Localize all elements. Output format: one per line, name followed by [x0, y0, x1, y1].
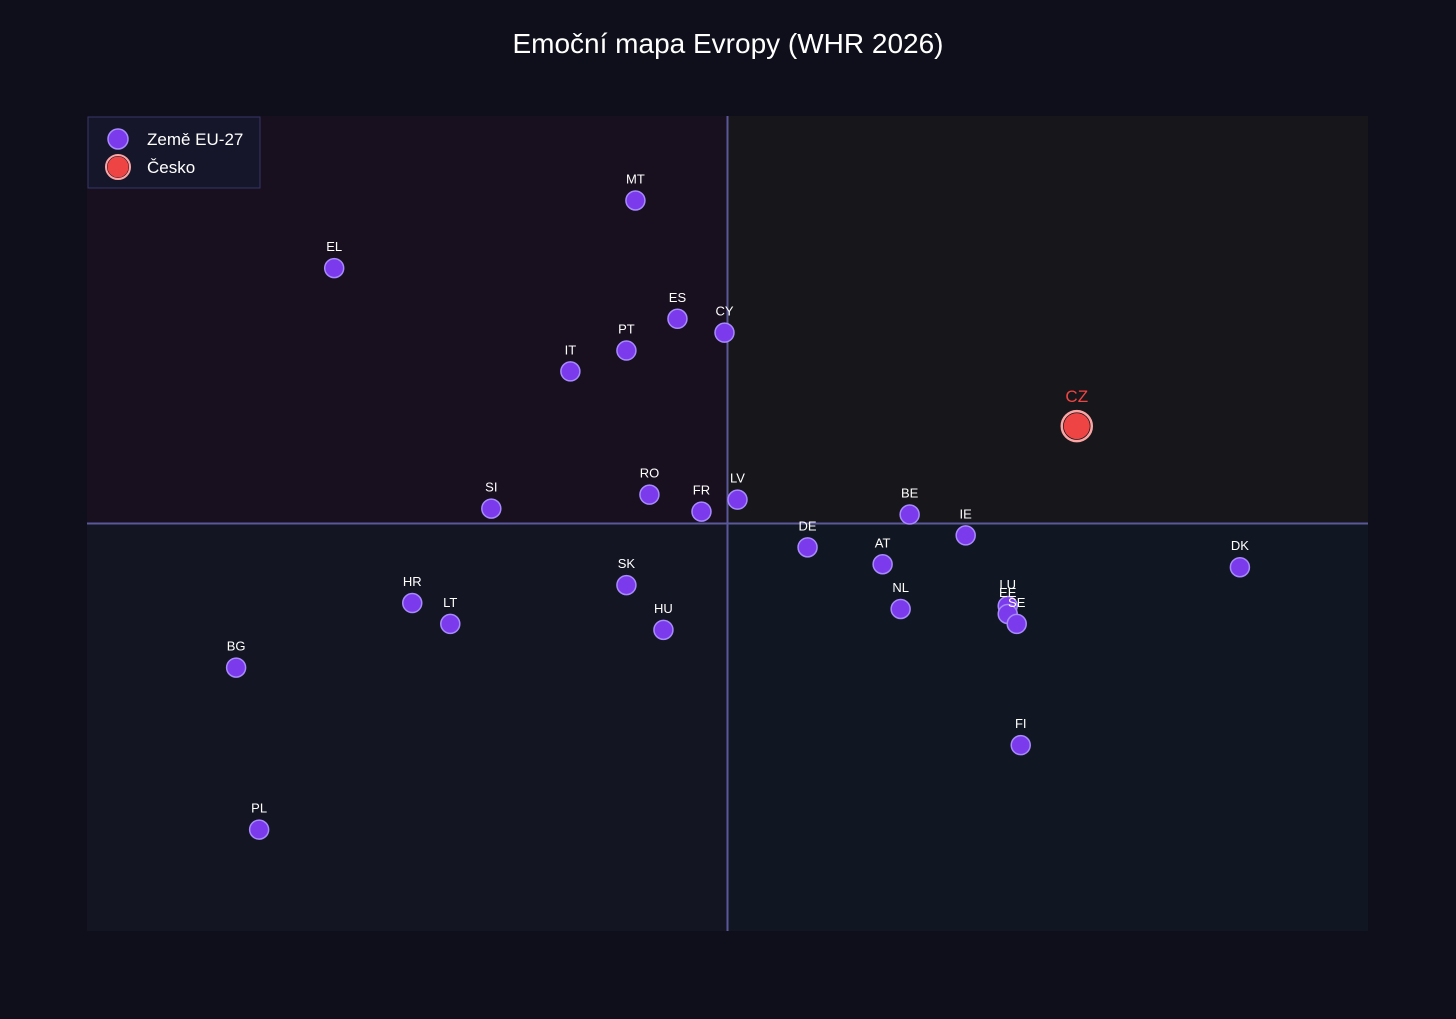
point-label: DE — [799, 518, 817, 533]
marker — [668, 309, 687, 328]
quadrant-bottom-right — [728, 524, 1369, 932]
marker — [715, 323, 734, 342]
point-label: SI — [485, 480, 497, 495]
point-label: ES — [669, 290, 687, 305]
marker — [250, 820, 269, 839]
point-label: SE — [1008, 595, 1026, 610]
point-label: HU — [654, 601, 673, 616]
point-label: EL — [326, 239, 342, 254]
marker — [900, 505, 919, 524]
point-label: SK — [618, 556, 636, 571]
point-label: RO — [640, 466, 660, 481]
point-label: NL — [892, 580, 909, 595]
quadrant-top-right — [728, 116, 1369, 524]
marker — [956, 526, 975, 545]
marker — [325, 259, 344, 278]
point-label: IT — [565, 342, 577, 357]
point-label: CZ — [1065, 387, 1088, 406]
point-label: BG — [227, 639, 246, 654]
point-label: PL — [251, 801, 267, 816]
point-label: FR — [693, 483, 710, 498]
marker — [798, 538, 817, 557]
marker — [561, 362, 580, 381]
legend-item-czechia[interactable]: Česko — [106, 155, 195, 179]
marker — [617, 341, 636, 360]
point-label: MT — [626, 171, 645, 186]
point-label: HR — [403, 574, 422, 589]
point-label: BE — [901, 486, 919, 501]
point-label: LT — [443, 595, 457, 610]
point-label: FI — [1015, 716, 1027, 731]
marker — [873, 555, 892, 574]
marker — [692, 502, 711, 521]
marker — [1064, 413, 1090, 439]
marker — [227, 658, 246, 677]
marker — [403, 594, 422, 613]
point-label: CY — [715, 304, 733, 319]
marker — [640, 485, 659, 504]
point-cz[interactable]: CZ — [1062, 387, 1092, 441]
point-label: DK — [1231, 538, 1249, 553]
point-label: AT — [875, 535, 891, 550]
legend-marker — [108, 129, 128, 149]
marker — [654, 620, 673, 639]
point-label: IE — [960, 506, 973, 521]
legend-marker — [108, 157, 129, 178]
legend: Země EU-27 Česko — [88, 117, 260, 188]
legend-label: Země EU-27 — [147, 130, 243, 149]
marker — [1230, 558, 1249, 577]
marker — [441, 614, 460, 633]
marker — [482, 499, 501, 518]
marker — [1011, 736, 1030, 755]
marker — [891, 599, 910, 618]
marker — [626, 191, 645, 210]
marker — [728, 490, 747, 509]
legend-label: Česko — [147, 158, 195, 177]
marker — [617, 576, 636, 595]
marker — [1007, 614, 1026, 633]
point-label: PT — [618, 322, 635, 337]
point-label: LV — [730, 471, 745, 486]
